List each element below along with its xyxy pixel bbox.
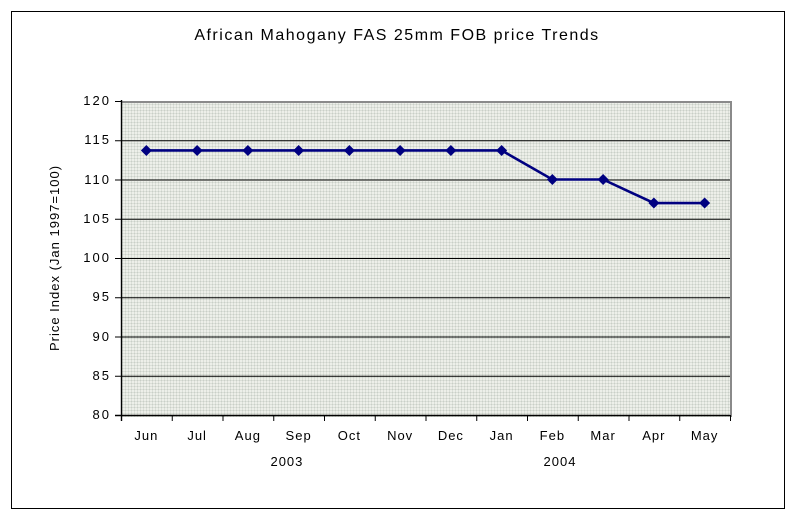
x-tick-label: Feb — [539, 428, 566, 443]
y-tick-label: 80 — [92, 407, 111, 422]
x-tick-label: Jun — [134, 428, 159, 443]
x-tick-label: Dec — [437, 428, 464, 443]
y-tick-label: 110 — [84, 171, 111, 187]
chart-title: African Mahogany FAS 25mm FOB price Tren… — [194, 27, 600, 44]
y-tick-label: 120 — [83, 93, 111, 108]
x-tick-label: Mar — [590, 428, 616, 443]
y-tick-label: 90 — [92, 328, 111, 344]
x-year-label: 2003 — [270, 454, 304, 469]
x-year-label: 2004 — [543, 454, 577, 469]
x-tick-label: Sep — [285, 428, 312, 443]
y-tick-label: 100 — [83, 250, 111, 265]
x-tick-label: Oct — [337, 428, 361, 443]
x-tick-label: Apr — [642, 428, 666, 443]
x-tick-label: Jan — [489, 428, 514, 443]
y-tick-label: 115 — [84, 132, 111, 148]
y-tick-label: 105 — [83, 210, 111, 226]
x-tick-label: Jul — [187, 428, 207, 443]
y-tick-label: 85 — [92, 367, 111, 383]
x-tick-label: Nov — [387, 428, 414, 443]
y-tick-label: 95 — [92, 289, 111, 305]
x-tick-label: May — [690, 428, 719, 443]
x-tick-label: Aug — [234, 428, 261, 443]
